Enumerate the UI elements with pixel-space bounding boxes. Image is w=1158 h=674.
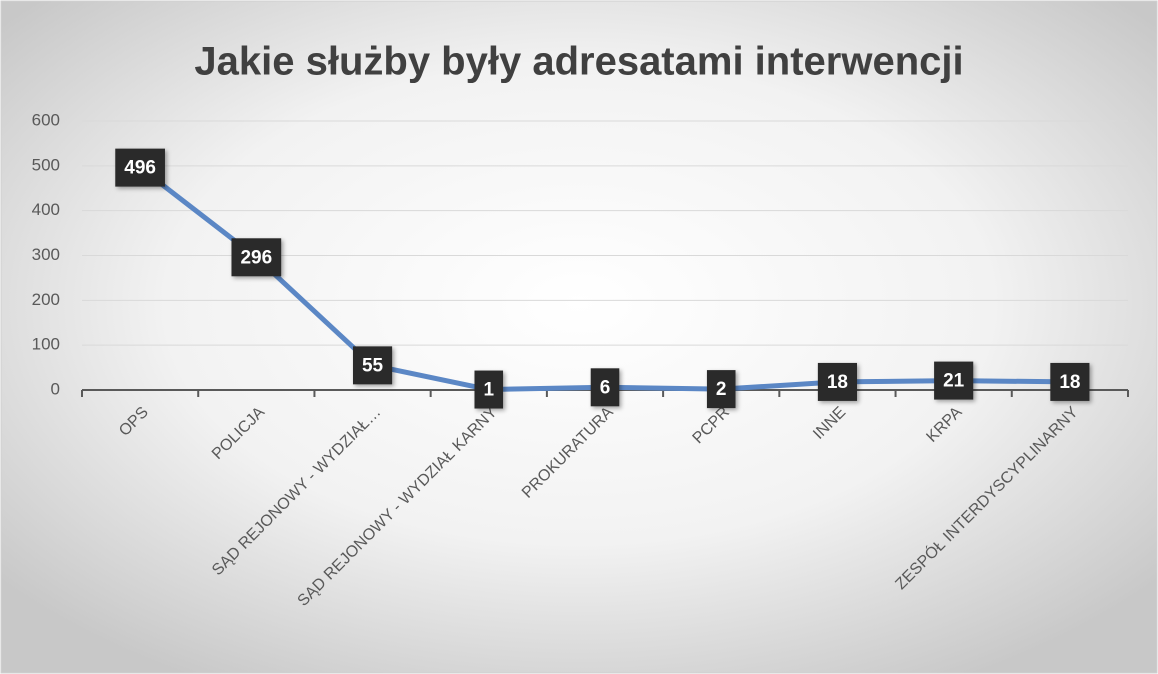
data-label: 1 xyxy=(483,380,494,401)
y-tick-label: 500 xyxy=(32,155,60,174)
y-tick-label: 300 xyxy=(32,245,60,264)
data-label-box xyxy=(817,362,858,401)
data-label-box xyxy=(115,148,165,187)
data-label-group: 55 xyxy=(352,346,393,385)
data-label-group: 21 xyxy=(934,361,974,400)
y-tick-label: 600 xyxy=(32,110,60,129)
data-label-group: 2 xyxy=(706,370,736,409)
data-label-box xyxy=(590,368,620,407)
data-label-group: 6 xyxy=(590,368,620,407)
data-label: 55 xyxy=(362,355,384,376)
data-label-group: 496 xyxy=(115,148,165,187)
data-label-group: 1 xyxy=(474,370,504,409)
y-tick-label: 0 xyxy=(51,379,60,398)
data-label: 21 xyxy=(943,371,965,392)
data-label-box xyxy=(231,238,282,277)
data-label-box xyxy=(934,361,974,400)
data-label-box xyxy=(706,370,736,409)
data-label-box xyxy=(474,370,504,409)
data-label-box xyxy=(352,346,393,385)
data-label: 6 xyxy=(600,377,611,398)
data-label: 18 xyxy=(1059,372,1080,393)
y-tick-label: 200 xyxy=(32,290,60,309)
data-label: 2 xyxy=(716,379,727,400)
y-tick-label: 400 xyxy=(32,200,60,219)
data-label: 18 xyxy=(827,372,848,393)
data-label-group: 296 xyxy=(231,238,282,277)
y-tick-label: 100 xyxy=(32,335,60,354)
data-label: 296 xyxy=(240,247,272,268)
data-label-box xyxy=(1050,362,1090,401)
data-label-group: 18 xyxy=(817,362,858,401)
data-label-group: 18 xyxy=(1050,362,1090,401)
chart-title: Jakie służby były adresatami interwencji xyxy=(194,40,963,84)
data-label: 496 xyxy=(124,158,156,179)
